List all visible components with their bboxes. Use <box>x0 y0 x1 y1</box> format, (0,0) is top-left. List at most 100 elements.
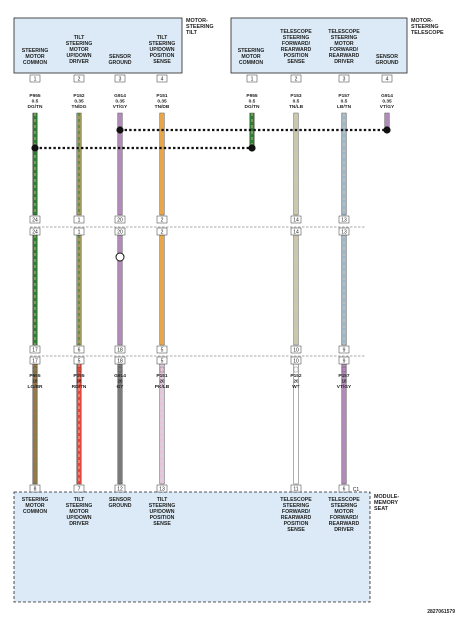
svg-text:2: 2 <box>161 229 164 235</box>
tilt-pin4-label: TILT STEERING UP/DOWN POSITION SENSE <box>149 35 176 65</box>
inline-upper-pin-a-2-3: 2 <box>156 215 168 223</box>
inline-connector-separators <box>30 226 366 357</box>
svg-text:5: 5 <box>161 347 164 353</box>
svg-text:2: 2 <box>78 76 81 82</box>
svg-text:11: 11 <box>293 486 298 492</box>
wire-color-marker-4 <box>159 366 165 373</box>
inline-lower-pin-a-9-5: 9 <box>338 345 350 353</box>
module-pin7-label: TILT STEERING MOTOR UP/DOWN DRIVER <box>66 497 93 527</box>
svg-text:2: 2 <box>161 217 164 223</box>
svg-text:13: 13 <box>341 229 347 235</box>
svg-text:4: 4 <box>386 76 389 82</box>
svg-text:20: 20 <box>117 229 123 235</box>
svg-text:1: 1 <box>78 217 81 223</box>
tilt-pin2-label: TILT STEERING MOTOR UP/DOWN DRIVER <box>66 35 93 65</box>
svg-text:2: 2 <box>295 76 298 82</box>
telescope-pin-2: 2 <box>290 74 302 82</box>
splice-dot-right <box>248 144 256 152</box>
upper-wire-label-1: P955 0.5 DG/TN <box>28 93 43 110</box>
svg-text:9: 9 <box>343 358 346 364</box>
upper-wire-label-4: P151 0.35 TN/DB <box>155 93 170 110</box>
wire-color-marker-6 <box>341 366 347 373</box>
module-pin12-label: SENSOR GROUND <box>108 497 131 509</box>
tilt-connector-name: MOTOR- STEERING TILT <box>186 18 215 36</box>
splice-lines <box>31 126 391 152</box>
svg-text:14: 14 <box>293 217 299 223</box>
tilt-connector-box <box>13 17 183 74</box>
lower-wire-label-5: P152 20 WT <box>290 373 302 390</box>
inline-lower-pin-b-10-4: 10 <box>290 356 302 364</box>
module-pin-11: 11 <box>290 484 302 492</box>
middle-wire-4 <box>159 234 165 346</box>
module-connector-id: C1 <box>353 487 360 493</box>
middle-wire-5 <box>293 234 299 346</box>
telescope-pin-3: 3 <box>338 74 350 82</box>
upper-wire-label-8: G914 0.35 VT/GY <box>380 93 395 110</box>
inline-upper-pin-a-24-0: 24 <box>29 215 41 223</box>
telescope-pin2-label: TELESCOPE STEERING FORWARD/REARWARD POSITIO… <box>280 29 312 65</box>
svg-text:6: 6 <box>78 347 81 353</box>
module-pin-12: 12 <box>114 484 126 492</box>
svg-text:7: 7 <box>78 486 81 492</box>
svg-text:18: 18 <box>117 347 123 353</box>
svg-text:12: 12 <box>117 486 123 492</box>
inline-upper-pin-b-24-0: 24 <box>29 227 41 235</box>
svg-text:3: 3 <box>119 76 122 82</box>
inline-upper-pin-b-2-3: 2 <box>156 227 168 235</box>
upper-wire-label-3: G914 0.35 VT/GY <box>113 93 128 110</box>
inline-upper-pin-b-14-4: 14 <box>290 227 302 235</box>
upper-wire-label-6: P153 0.5 TN/LB <box>289 93 304 110</box>
svg-text:5: 5 <box>78 358 81 364</box>
svg-text:9: 9 <box>343 347 346 353</box>
inline-lower-pin-a-10-4: 10 <box>290 345 302 353</box>
middle-wire-6 <box>341 234 347 346</box>
telescope-pin-4: 4 <box>381 74 393 82</box>
inline-lower-pin-a-6-1: 6 <box>73 345 85 353</box>
module-pin-6: 6 <box>338 484 350 492</box>
inline-upper-pin-a-1-1: 1 <box>73 215 85 223</box>
svg-text:3: 3 <box>343 76 346 82</box>
telescope-pin-labels: STEERING MOTOR COMMON TELESCOPE STEERING FOR… <box>238 29 399 66</box>
memory-seat-module-box <box>13 491 371 603</box>
module-pin8-label: STEERING MOTOR COMMON <box>22 497 49 515</box>
svg-text:13: 13 <box>159 486 165 492</box>
module-pin-labels: STEERING MOTOR COMMON TILT STEERING MOTOR UP/… <box>22 497 361 533</box>
module-pin11-label: TELESCOPE STEERING FORWARD/REARWARD POSITIO… <box>280 497 312 533</box>
inline-upper-pin-b-13-5: 13 <box>338 227 350 235</box>
lower-wire-label-1: P955 18 LG/BR <box>28 373 43 390</box>
svg-text:18: 18 <box>117 358 123 364</box>
upper-wire-3 <box>117 112 123 216</box>
telescope-connector-name: MOTOR- STEERING TELESCOPE <box>411 18 444 36</box>
telescope-pin3-label: TELESCOPE STEERING MOTOR FORWARD/REARWARD DR… <box>328 29 360 65</box>
telescope-pin4-label: SENSOR GROUND <box>375 54 398 66</box>
inline-lower-pin-a-18-2: 18 <box>114 345 126 353</box>
tilt-pin-4: 4 <box>156 74 168 82</box>
inline-upper-pin-a-14-4: 14 <box>290 215 302 223</box>
tilt-pin3-label: SENSOR GROUND <box>108 54 131 66</box>
svg-text:24: 24 <box>32 229 38 235</box>
module-pin-8: 8 <box>29 484 41 492</box>
module-pin-13: 13 <box>156 484 168 492</box>
lower-wire-label-4: P151 20 PK/LB <box>155 373 170 390</box>
tilt-pin1-label: STEERING MOTOR COMMON <box>22 48 49 66</box>
wire-color-marker-3 <box>117 366 123 373</box>
upper-wire-6 <box>293 112 299 216</box>
splice-dot-ground-right <box>383 126 391 134</box>
upper-wire-2 <box>76 112 82 216</box>
wire-color-marker-2 <box>76 366 82 373</box>
splice-dot-ground-left <box>116 126 124 134</box>
svg-text:1: 1 <box>78 229 81 235</box>
lower-wire-label-2: P155 18 RD/TN <box>72 373 87 390</box>
upper-wire-label-2: P152 0.35 TN/DG <box>72 93 87 110</box>
tilt-pin-1: 1 <box>29 74 41 82</box>
svg-text:4: 4 <box>161 76 164 82</box>
inline-upper-pin-a-20-2: 20 <box>114 215 126 223</box>
inline-lower-pin-a-17-0: 17 <box>29 345 41 353</box>
wire-layer: P955 0.5 DG/TN P152 0.35 TN/DG G914 0.35 VT/GY P1… <box>28 93 395 485</box>
inline-lower-pin-b-17-0: 17 <box>29 356 41 364</box>
figure-code: 2827061579 <box>427 609 455 615</box>
svg-text:8: 8 <box>34 486 37 492</box>
telescope-pin-1: 1 <box>246 74 258 82</box>
tilt-pin-labels: STEERING MOTOR COMMON TILT STEERING MOTOR UP/… <box>22 35 176 66</box>
